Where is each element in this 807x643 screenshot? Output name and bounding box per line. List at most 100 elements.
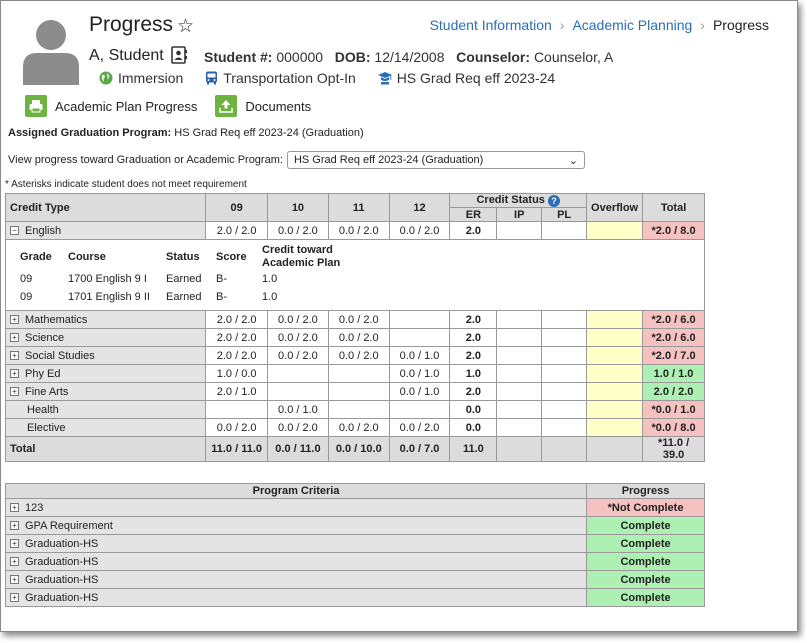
cell (205, 400, 269, 419)
table-row-science: + Science 2.0 / 2.0 0.0 / 2.0 0.0 / 2.0 2… (4, 328, 705, 347)
row-label-elective: Elective (4, 418, 207, 437)
cell-er: 2.0 (449, 346, 498, 365)
cell: 0.0 / 2.0 (267, 221, 329, 240)
collapse-icon[interactable]: − (10, 226, 19, 236)
breadcrumb-academic-planning[interactable]: Academic Planning (572, 17, 693, 33)
program-status: Complete (586, 570, 705, 589)
cell-pl (541, 328, 588, 347)
avatar (23, 20, 79, 85)
program-select[interactable]: HS Grad Req eff 2023-24 (Graduation) ⌄ (286, 151, 585, 169)
view-progress-label: View progress toward Graduation or Acade… (8, 154, 283, 166)
table-row-total: Total 11.0 / 11.0 0.0 / 11.0 0.0 / 10.0 … (4, 436, 705, 462)
table-row-health: Health 0.0 / 1.0 0.0 *0.0 / 1.0 (4, 400, 705, 419)
expand-icon[interactable]: + (10, 369, 19, 379)
program-row: + Graduation-HS Complete (4, 588, 705, 607)
expand-icon[interactable]: + (10, 333, 19, 343)
program-row-label[interactable]: + Graduation-HS (4, 570, 588, 589)
cell: 1.0 / 0.0 (205, 364, 269, 383)
student-info: Student #: 000000 DOB: 12/14/2008 Counse… (204, 49, 613, 65)
toolbar: Academic Plan Progress Documents (25, 95, 329, 117)
help-icon[interactable]: ? (548, 194, 560, 207)
cell: 0.0 / 11.0 (267, 436, 329, 462)
row-label-mathematics[interactable]: + Mathematics (4, 310, 207, 329)
cell (388, 328, 451, 347)
expand-icon[interactable]: + (10, 521, 19, 531)
cell-overflow (586, 364, 644, 383)
cell-er: 2.0 (449, 221, 498, 240)
program-row-label[interactable]: + Graduation-HS (4, 588, 588, 607)
cell-pl (541, 436, 588, 462)
documents-button[interactable]: Documents (215, 95, 311, 117)
cell: 0.0 / 10.0 (327, 436, 390, 462)
cell: 0.0 / 1.0 (388, 364, 451, 383)
cell-ip (496, 382, 543, 401)
expand-icon[interactable]: + (10, 575, 19, 585)
expand-icon[interactable]: + (10, 593, 19, 603)
program-status: Complete (586, 534, 705, 553)
program-row-label[interactable]: +123 (4, 498, 588, 517)
cell-pl (541, 418, 588, 437)
student-number: 000000 (276, 49, 324, 65)
expand-icon[interactable]: + (10, 351, 19, 361)
header-grade-10: 10 (267, 193, 329, 222)
header-ip: IP (496, 207, 543, 222)
row-label-english[interactable]: − English (4, 221, 207, 240)
expand-icon[interactable]: + (10, 387, 19, 397)
student-number-label: Student #: (204, 49, 273, 65)
cell-total: 1.0 / 1.0 (642, 364, 705, 383)
cell-pl (541, 221, 588, 240)
star-icon[interactable]: ☆ (177, 16, 195, 37)
view-progress-row: View progress toward Graduation or Acade… (8, 151, 585, 169)
cell (388, 310, 451, 329)
cell-er: 2.0 (449, 310, 498, 329)
assigned-program: Assigned Graduation Program: HS Grad Req… (8, 127, 364, 139)
student-flags: Immersion Transportation Opt-In HS Grad … (99, 70, 573, 88)
cell: 0.0 / 2.0 (267, 310, 329, 329)
cell: 2.0 / 2.0 (205, 221, 269, 240)
course-header-status: Status (166, 251, 200, 263)
breadcrumb-student-information[interactable]: Student Information (429, 17, 552, 33)
cell-er: 0.0 (449, 400, 498, 419)
header-credit-type[interactable]: Credit Type (4, 193, 207, 222)
cell-pl (541, 400, 588, 419)
expand-icon[interactable]: + (10, 539, 19, 549)
course-subtable: Grade Course Status Score Credit toward A… (10, 244, 342, 306)
page-title: Progress (89, 13, 174, 36)
cell: 0.0 / 2.0 (327, 310, 390, 329)
flag-immersion: Immersion (99, 70, 183, 86)
cell-pl (541, 364, 588, 383)
bus-icon (206, 71, 218, 85)
chevron-right-icon: › (700, 17, 705, 33)
cell: 2.0 / 1.0 (205, 382, 269, 401)
row-label-fine-arts[interactable]: + Fine Arts (4, 382, 207, 401)
program-header-row: Program Criteria Progress (4, 483, 705, 499)
program-status: Complete (586, 588, 705, 607)
cell-ip (496, 221, 543, 240)
cell: 0.0 / 2.0 (327, 328, 390, 347)
cell (267, 364, 329, 383)
counselor-value: Counselor, A (533, 49, 614, 65)
program-row-label[interactable]: + Graduation-HS (4, 552, 588, 571)
contact-card-icon[interactable] (171, 46, 187, 64)
row-label-science[interactable]: + Science (4, 328, 207, 347)
credit-table: Credit Type 09 10 11 12 Credit Status ? … (4, 193, 705, 462)
globe-icon (99, 71, 113, 85)
header-total: Total (642, 193, 705, 222)
expand-icon[interactable]: + (10, 315, 19, 325)
cell (327, 382, 390, 401)
expand-icon[interactable]: + (10, 503, 19, 513)
row-label-social-studies[interactable]: + Social Studies (4, 346, 207, 365)
table-row-mathematics: + Mathematics 2.0 / 2.0 0.0 / 2.0 0.0 / 2… (4, 310, 705, 329)
program-row-label[interactable]: + Graduation-HS (4, 534, 588, 553)
row-label-phy-ed[interactable]: + Phy Ed (4, 364, 207, 383)
cell-ip (496, 400, 543, 419)
program-status: Complete (586, 552, 705, 571)
program-row-label[interactable]: + GPA Requirement (4, 516, 588, 535)
expand-icon[interactable]: + (10, 557, 19, 567)
academic-plan-progress-button[interactable]: Academic Plan Progress (25, 95, 197, 117)
cell: 0.0 / 2.0 (267, 418, 329, 437)
cell (267, 382, 329, 401)
cell-overflow (586, 221, 644, 240)
course-row: 09 1701 English 9 II Earned B- 1.0 (20, 291, 278, 303)
header-credit-status: Credit Status ? (449, 193, 588, 208)
